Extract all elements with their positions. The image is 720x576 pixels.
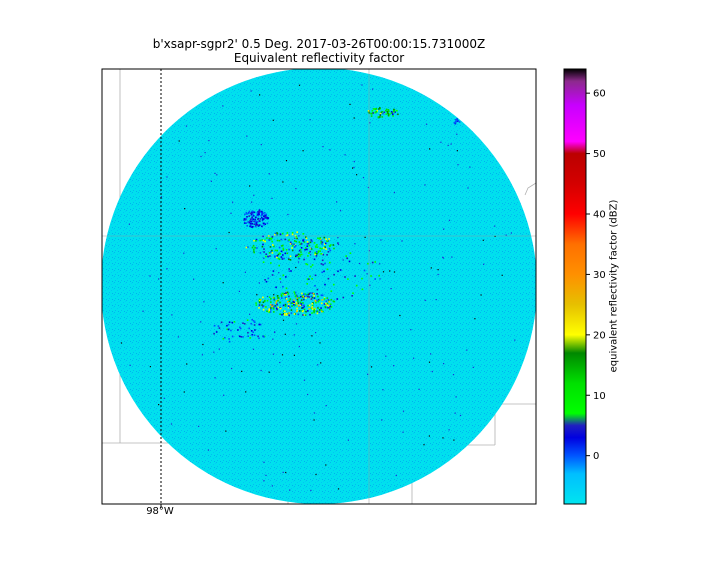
lon-tick-label: 98°W: [146, 506, 174, 517]
colorbar-ticks: 0 10 20 30 40 50 60: [586, 89, 606, 462]
colorbar-tick-label: 50: [593, 149, 606, 160]
radar-ppi-plot: [101, 68, 537, 508]
chart-subtitle: Equivalent reflectivity factor: [233, 51, 405, 65]
radar-coverage-disk: [102, 69, 536, 504]
plot-frame: [101, 68, 537, 505]
colorbar-gradient: [563, 68, 587, 505]
colorbar-tick-label: 10: [593, 391, 606, 402]
colorbar-tick-label: 20: [593, 330, 606, 341]
colorbar-tick-label: 40: [593, 210, 606, 221]
colorbar-tick-label: 60: [593, 89, 606, 100]
colorbar-tick-label: 30: [593, 270, 606, 281]
gridlines: [102, 69, 536, 504]
colorbar-tick-label: 0: [593, 451, 599, 462]
chart-title: b'xsapr-sgpr2' 0.5 Deg. 2017-03-26T00:00…: [152, 37, 486, 51]
reflectivity-echoes: [120, 84, 516, 491]
